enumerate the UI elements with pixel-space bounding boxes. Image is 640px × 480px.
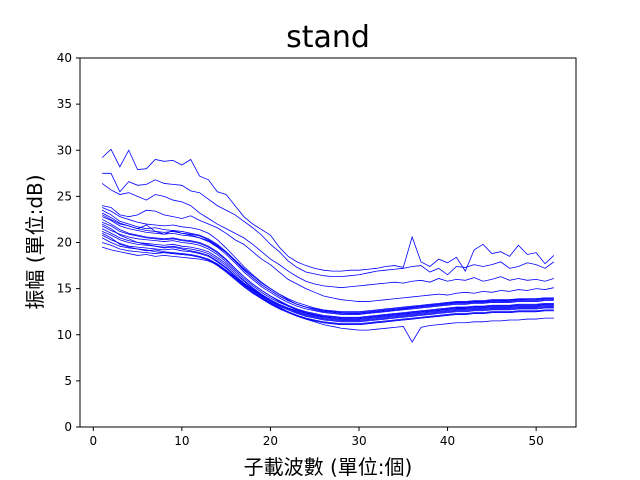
y-tick-label: 30 bbox=[57, 143, 72, 157]
series-line-19 bbox=[101, 231, 554, 322]
y-axis-title: 振幅 (單位:dB) bbox=[23, 174, 47, 309]
y-axis-ticks: 0 5 10 15 20 25 30 35 40 bbox=[57, 51, 80, 434]
x-tick-label: 10 bbox=[174, 434, 189, 448]
series-line-12 bbox=[101, 228, 554, 321]
series-line-13 bbox=[101, 207, 554, 314]
x-axis-title: 子載波數 (單位:個) bbox=[244, 455, 413, 479]
series-line-8 bbox=[102, 246, 554, 343]
y-tick-label: 15 bbox=[57, 282, 72, 296]
series-line-9 bbox=[101, 219, 554, 320]
series-line-18 bbox=[101, 234, 554, 323]
y-tick-label: 10 bbox=[57, 328, 72, 342]
series-line-3 bbox=[101, 183, 554, 289]
series-line-14 bbox=[101, 221, 554, 318]
y-tick-label: 20 bbox=[57, 236, 72, 250]
series-line-20 bbox=[101, 212, 554, 314]
series-line-2 bbox=[102, 172, 555, 278]
series-line-15 bbox=[102, 242, 554, 326]
series-line-16 bbox=[101, 225, 554, 319]
series-line-4 bbox=[102, 205, 554, 302]
series-layer bbox=[101, 148, 555, 343]
x-tick-label: 40 bbox=[440, 434, 455, 448]
series-line-5 bbox=[101, 214, 554, 314]
y-tick-label: 25 bbox=[57, 189, 72, 203]
x-tick-label: 30 bbox=[351, 434, 366, 448]
series-line-11 bbox=[101, 237, 554, 325]
x-tick-label: 20 bbox=[263, 434, 278, 448]
y-tick-label: 40 bbox=[57, 51, 72, 65]
series-line-10 bbox=[101, 209, 554, 313]
chart-title: stand bbox=[286, 20, 370, 55]
series-line-1 bbox=[101, 148, 555, 272]
y-tick-label: 5 bbox=[64, 374, 72, 388]
y-tick-label: 35 bbox=[57, 97, 72, 111]
series-line-17 bbox=[101, 216, 554, 315]
y-tick-label: 0 bbox=[64, 420, 72, 434]
plot-area bbox=[79, 57, 577, 428]
x-tick-label: 0 bbox=[89, 434, 97, 448]
x-axis-ticks: 0 10 20 30 40 50 bbox=[89, 427, 544, 448]
x-tick-label: 50 bbox=[529, 434, 544, 448]
